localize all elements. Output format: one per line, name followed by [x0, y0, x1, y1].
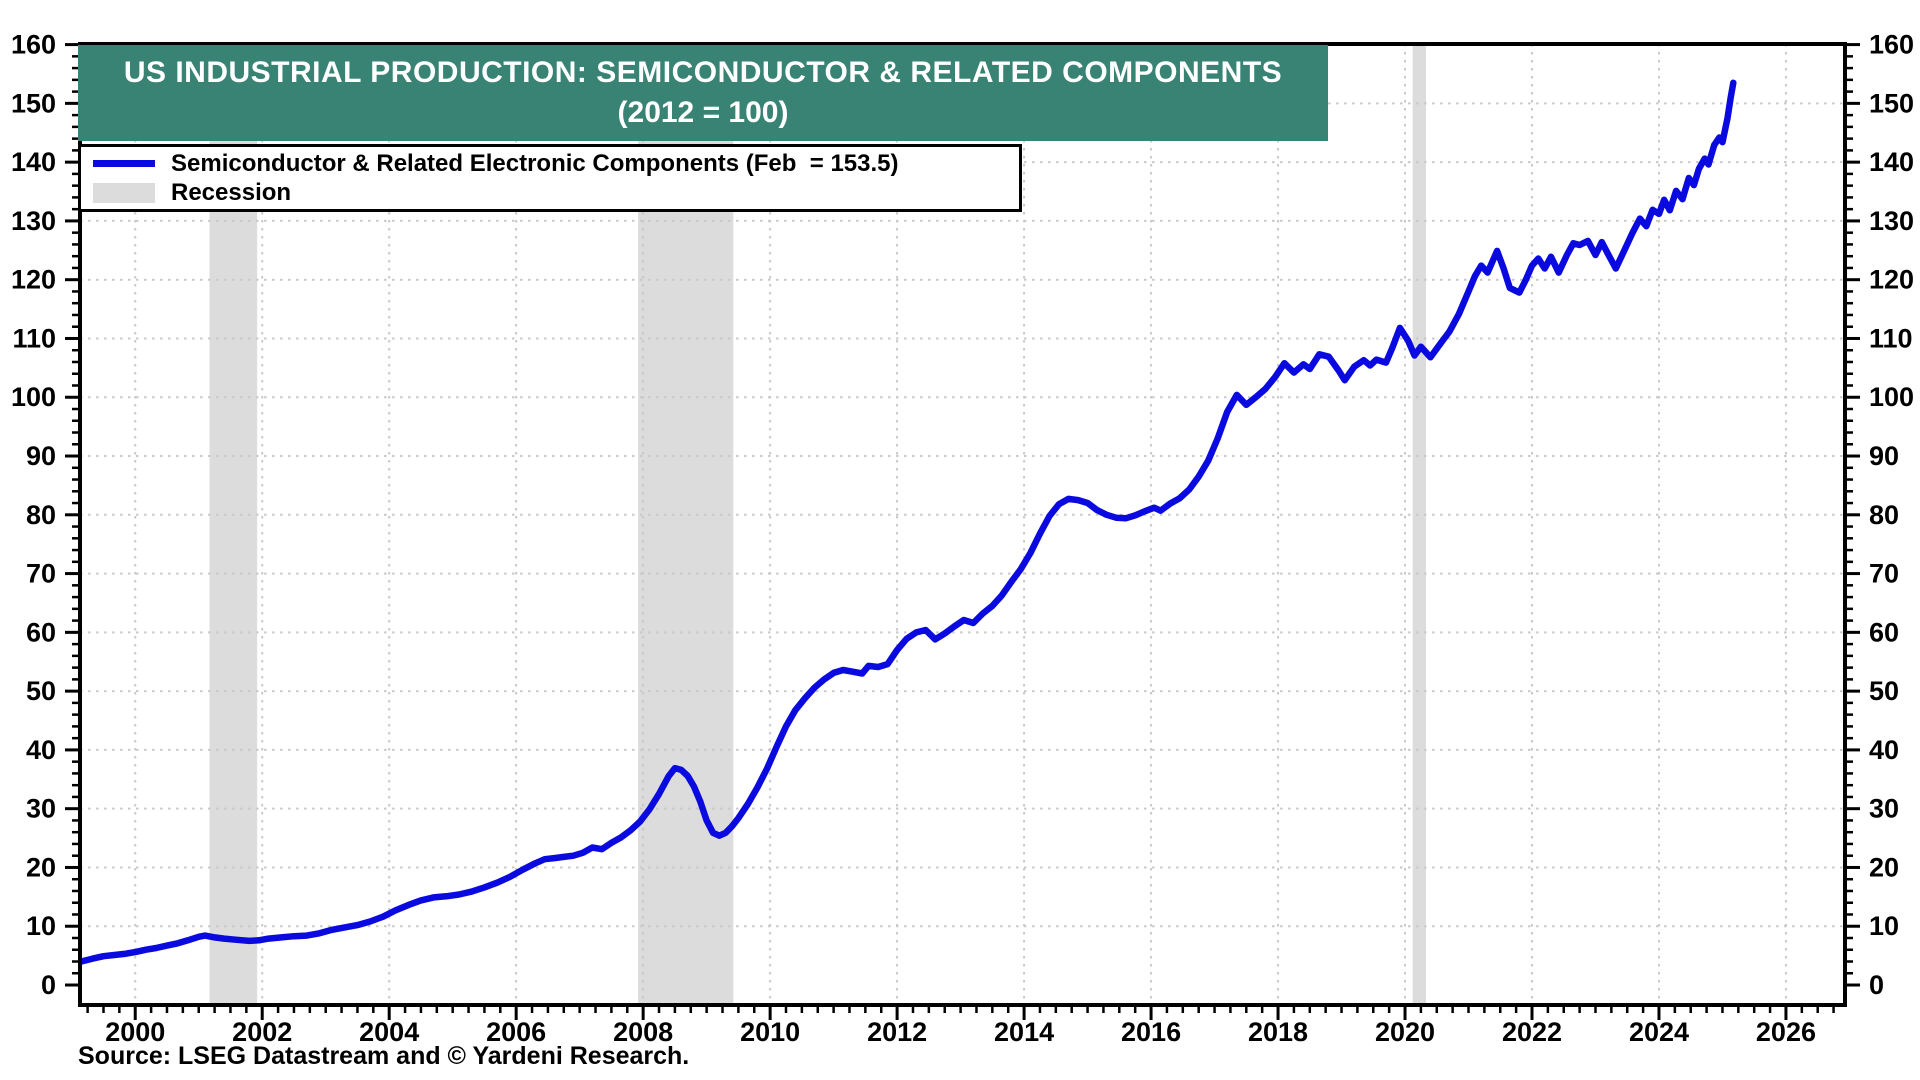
- legend-box: Semiconductor & Related Electronic Compo…: [78, 144, 1022, 212]
- y-tick-label-left: 70: [26, 559, 56, 589]
- legend-item-series: Semiconductor & Related Electronic Compo…: [93, 149, 1019, 177]
- source-note: Source: LSEG Datastream and © Yardeni Re…: [78, 1042, 690, 1070]
- recession-swatch: [93, 182, 155, 203]
- y-tick-label-left: 140: [11, 147, 56, 177]
- y-tick-label-left: 10: [26, 911, 56, 941]
- plot-frame: [78, 42, 1847, 1007]
- x-tick-label: 2006: [486, 1017, 546, 1047]
- chart-title: US INDUSTRIAL PRODUCTION: SEMICONDUCTOR …: [123, 56, 1283, 89]
- legend-swatch-cell: [93, 160, 155, 167]
- y-tick-label-left: 40: [26, 735, 56, 765]
- y-tick-label-left: 30: [26, 794, 56, 824]
- x-tick-label: 2026: [1756, 1017, 1816, 1047]
- y-tick-label-right: 60: [1869, 617, 1899, 647]
- y-tick-label-right: 130: [1869, 206, 1914, 236]
- legend-swatch-cell: [93, 182, 155, 203]
- series-line-semiconductor: [80, 79, 1737, 965]
- y-tick-label-right: 20: [1869, 852, 1899, 882]
- y-tick-label-right: 50: [1869, 676, 1899, 706]
- x-tick-label: 2016: [1121, 1017, 1181, 1047]
- y-tick-label-right: 70: [1869, 559, 1899, 589]
- y-tick-label-left: 100: [11, 382, 56, 412]
- y-tick-label-right: 30: [1869, 794, 1899, 824]
- y-tick-label-left: 150: [11, 88, 56, 118]
- legend-item-recession: Recession: [93, 178, 1019, 206]
- x-tick-label: 2018: [1248, 1017, 1308, 1047]
- x-tick-label: 2010: [740, 1017, 800, 1047]
- chart-title-bar: US INDUSTRIAL PRODUCTION: SEMICONDUCTOR …: [78, 45, 1328, 141]
- y-tick-label-right: 150: [1869, 88, 1914, 118]
- y-tick-label-left: 90: [26, 441, 56, 471]
- y-tick-label-left: 0: [41, 970, 56, 1000]
- y-tick-label-left: 110: [12, 323, 56, 353]
- x-tick-label: 2002: [232, 1017, 292, 1047]
- y-tick-label-left: 160: [11, 30, 56, 60]
- y-tick-label-right: 100: [1869, 382, 1914, 412]
- y-tick-label-right: 120: [1869, 265, 1914, 295]
- x-tick-label: 2024: [1629, 1017, 1689, 1047]
- y-tick-label-right: 140: [1869, 147, 1914, 177]
- x-tick-label: 2000: [105, 1017, 165, 1047]
- chart-subtitle: (2012 = 100): [617, 96, 789, 129]
- legend-label-series: Semiconductor & Related Electronic Compo…: [171, 149, 899, 177]
- y-tick-label-left: 20: [26, 852, 56, 882]
- y-tick-label-right: 90: [1869, 441, 1899, 471]
- x-tick-label: 2020: [1375, 1017, 1435, 1047]
- legend-label-recession: Recession: [171, 178, 292, 206]
- x-tick-label: 2008: [613, 1017, 673, 1047]
- y-tick-label-right: 10: [1869, 911, 1899, 941]
- y-tick-label-right: 160: [1869, 30, 1914, 60]
- y-tick-label-left: 120: [11, 265, 56, 295]
- y-tick-label-right: 40: [1869, 735, 1899, 765]
- series-line-swatch: [93, 160, 155, 167]
- x-tick-label: 2022: [1502, 1017, 1562, 1047]
- y-tick-label-left: 60: [26, 617, 56, 647]
- x-tick-label: 2004: [359, 1017, 419, 1047]
- y-tick-label-left: 80: [26, 500, 56, 530]
- y-tick-label-right: 0: [1869, 970, 1884, 1000]
- y-tick-label-right: 80: [1869, 500, 1899, 530]
- recession-band: [1412, 44, 1426, 1005]
- x-tick-label: 2012: [867, 1017, 927, 1047]
- y-tick-label-left: 50: [26, 676, 56, 706]
- y-tick-label-left: 130: [11, 206, 56, 236]
- y-tick-label-right: 110: [1869, 323, 1913, 353]
- x-tick-label: 2014: [994, 1017, 1054, 1047]
